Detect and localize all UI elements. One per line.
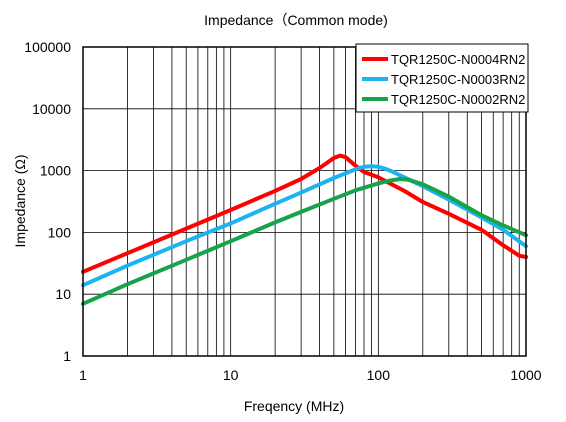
y-tick-label: 1 — [63, 348, 71, 364]
x-axis-label: Freqency (MHz) — [244, 398, 344, 414]
series-line — [81, 177, 528, 306]
legend-label: TQR1250C-N0004RN2 — [391, 52, 525, 67]
series-lines — [81, 153, 528, 306]
series-line — [81, 153, 528, 274]
grid-lines — [83, 47, 526, 356]
legend: TQR1250C-N0004RN2 TQR1250C-N0003RN2 TQR125… — [355, 43, 529, 113]
legend-label: TQR1250C-N0003RN2 — [391, 72, 525, 87]
legend-label: TQR1250C-N0002RN2 — [391, 92, 525, 107]
y-tick-label: 100000 — [24, 39, 71, 55]
x-tick-labels: 1 10 100 1000 — [79, 367, 542, 383]
x-tick-label: 100 — [367, 367, 391, 383]
y-tick-label: 1000 — [40, 163, 71, 179]
x-tick-label: 1 — [79, 367, 87, 383]
y-tick-label: 10 — [55, 286, 71, 302]
series-line — [81, 164, 528, 288]
x-tick-label: 10 — [223, 367, 239, 383]
y-axis-label: Impedance (Ω) — [12, 155, 28, 248]
x-tick-label: 1000 — [510, 367, 541, 383]
y-tick-label: 10000 — [32, 101, 71, 117]
plot-frame — [82, 46, 527, 357]
chart-title: Impedance（Common mode) — [204, 12, 388, 28]
y-tick-labels: 1 10 100 1000 10000 100000 — [24, 39, 71, 364]
y-tick-label: 100 — [48, 224, 72, 240]
